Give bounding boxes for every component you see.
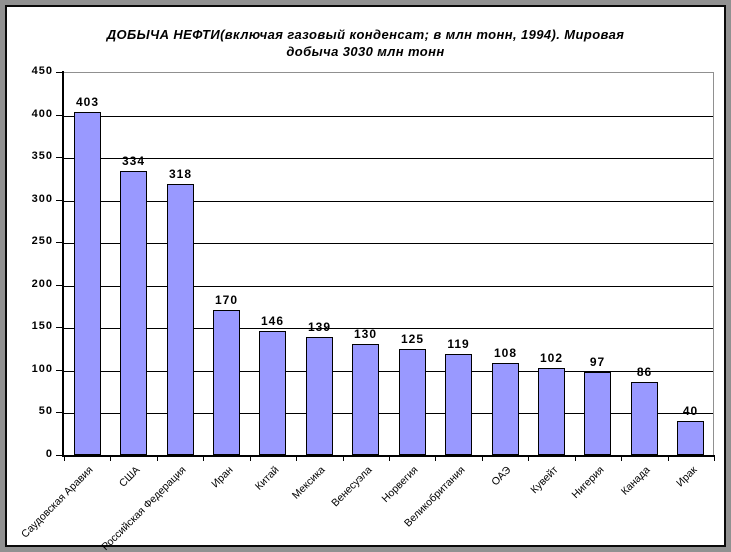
chart-title-line2: добыча 3030 млн тонн bbox=[286, 44, 445, 59]
chart-title: ДОБЫЧА НЕФТИ(включая газовый конденсат; … bbox=[7, 26, 724, 60]
y-axis-tick bbox=[56, 412, 62, 413]
bar-value-label: 102 bbox=[539, 351, 564, 365]
x-axis-tick bbox=[528, 457, 529, 461]
bar-value-label: 139 bbox=[307, 320, 332, 334]
bar bbox=[120, 171, 147, 455]
bar bbox=[445, 354, 472, 455]
category-label: Нигерия bbox=[569, 464, 607, 501]
bar bbox=[306, 337, 333, 455]
bar-value-label: 403 bbox=[75, 95, 100, 109]
category-label: Венесуэла bbox=[329, 464, 375, 510]
gridline bbox=[64, 328, 713, 329]
y-axis-tick bbox=[56, 157, 62, 158]
x-axis-tick bbox=[250, 457, 251, 461]
bar bbox=[213, 310, 240, 455]
bar bbox=[584, 372, 611, 455]
bar bbox=[259, 331, 286, 455]
x-axis-tick bbox=[482, 457, 483, 461]
bar-value-label: 125 bbox=[400, 332, 425, 346]
bar bbox=[74, 112, 101, 455]
y-axis-tick bbox=[56, 285, 62, 286]
bar-value-label: 97 bbox=[589, 355, 606, 369]
category-label: Российская Федерация bbox=[99, 464, 189, 552]
chart-title-line1: ДОБЫЧА НЕФТИ(включая газовый конденсат; … bbox=[106, 27, 625, 42]
category-label: Китай bbox=[252, 464, 282, 493]
y-axis-tick-label: 250 bbox=[31, 235, 53, 247]
y-axis-tick bbox=[56, 455, 62, 456]
bar-value-label: 130 bbox=[353, 327, 378, 341]
category-label: Кувейт bbox=[528, 464, 561, 497]
x-axis-tick bbox=[714, 457, 715, 461]
bar bbox=[492, 363, 519, 455]
category-label: США bbox=[116, 464, 143, 490]
y-axis-tick-label: 400 bbox=[31, 108, 53, 120]
y-axis-tick bbox=[56, 115, 62, 116]
y-axis-tick-label: 350 bbox=[31, 150, 53, 162]
bar bbox=[167, 184, 194, 455]
y-axis-tick-label: 0 bbox=[45, 448, 53, 460]
bar bbox=[631, 382, 658, 455]
gridline bbox=[64, 286, 713, 287]
bar-value-label: 119 bbox=[447, 337, 470, 351]
x-axis-tick bbox=[668, 457, 669, 461]
bar-value-label: 108 bbox=[493, 346, 518, 360]
x-axis-tick bbox=[343, 457, 344, 461]
category-label: Мексика bbox=[289, 464, 328, 502]
gridline bbox=[64, 371, 713, 372]
x-axis-tick bbox=[621, 457, 622, 461]
category-label: Норвегия bbox=[379, 464, 421, 505]
y-axis-tick-label: 100 bbox=[31, 363, 53, 375]
y-axis-tick-label: 50 bbox=[38, 405, 53, 417]
bar-value-label: 86 bbox=[636, 365, 653, 379]
category-label: Иран bbox=[209, 464, 236, 491]
gridline bbox=[64, 201, 713, 202]
bar bbox=[399, 349, 426, 455]
bar-value-label: 170 bbox=[214, 293, 239, 307]
x-axis-tick bbox=[203, 457, 204, 461]
x-axis-tick bbox=[157, 457, 158, 461]
bar-value-label: 334 bbox=[121, 154, 146, 168]
gridline bbox=[64, 158, 713, 159]
bar-value-label: 40 bbox=[682, 404, 699, 418]
category-label: ОАЭ bbox=[489, 464, 514, 489]
bar-value-label: 318 bbox=[168, 167, 193, 181]
x-axis-tick bbox=[110, 457, 111, 461]
x-axis-tick bbox=[435, 457, 436, 461]
x-axis-tick bbox=[64, 457, 65, 461]
bar bbox=[352, 344, 379, 455]
x-axis-line bbox=[62, 455, 715, 457]
y-axis-tick-label: 150 bbox=[31, 320, 53, 332]
y-axis-tick bbox=[56, 200, 62, 201]
y-axis-tick bbox=[56, 370, 62, 371]
chart-window: ДОБЫЧА НЕФТИ(включая газовый конденсат; … bbox=[5, 5, 726, 552]
bar-value-label: 146 bbox=[260, 314, 285, 328]
gridline bbox=[64, 243, 713, 244]
gridline bbox=[64, 413, 713, 414]
bar bbox=[538, 368, 565, 455]
x-axis-tick bbox=[296, 457, 297, 461]
y-axis-tick bbox=[56, 242, 62, 243]
y-axis-tick-label: 450 bbox=[31, 65, 53, 77]
category-label: Ирак bbox=[674, 464, 700, 490]
category-label: Саудовская Аравия bbox=[19, 464, 96, 541]
y-axis-tick-label: 300 bbox=[31, 193, 53, 205]
x-axis-tick bbox=[389, 457, 390, 461]
y-axis-tick bbox=[56, 327, 62, 328]
x-axis-tick bbox=[575, 457, 576, 461]
y-axis-tick-label: 200 bbox=[31, 278, 53, 290]
category-label: Канада bbox=[618, 464, 653, 498]
y-axis-tick bbox=[56, 72, 62, 73]
y-axis-line bbox=[62, 71, 64, 457]
gridline bbox=[64, 116, 713, 117]
plot-area: 403 334 318 170 146 139 130 125 119 108 102 97 86 40 bbox=[64, 72, 714, 455]
bar bbox=[677, 421, 704, 455]
